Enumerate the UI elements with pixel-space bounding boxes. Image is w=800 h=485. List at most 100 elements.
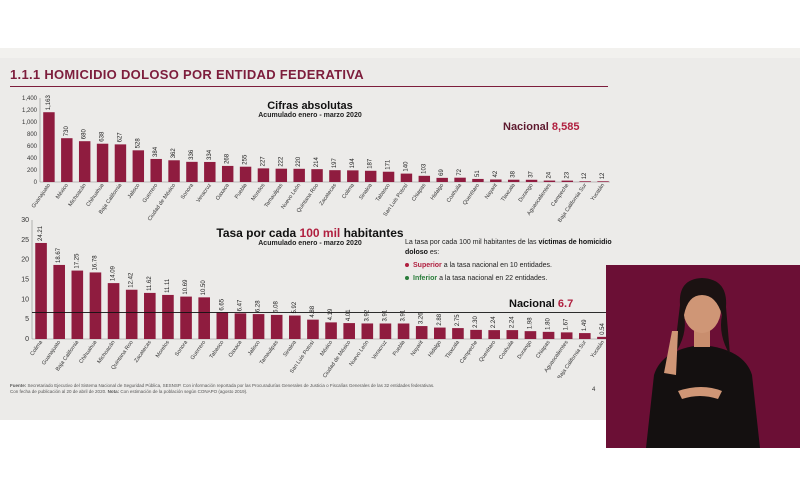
data-label: 638 xyxy=(100,131,106,142)
chart2-title-highlight: 100 mil xyxy=(299,226,341,240)
category-label: Tabasco xyxy=(375,183,392,203)
data-label: 72 xyxy=(457,168,463,175)
bullet-red-icon xyxy=(405,263,409,268)
bar xyxy=(53,264,65,339)
category-label: Morelos xyxy=(250,183,266,203)
bar xyxy=(125,289,138,339)
category-label: Hidalgo xyxy=(427,340,443,359)
category-label: Puebla xyxy=(234,182,249,200)
category-label: Guanajuato xyxy=(31,183,52,210)
category-label: Durango xyxy=(518,183,535,204)
bar xyxy=(415,326,428,339)
data-label: 38 xyxy=(511,170,517,177)
data-label: 3.91 xyxy=(382,309,388,321)
category-label: Colima xyxy=(341,182,356,200)
category-label: Durango xyxy=(517,340,534,361)
bar xyxy=(379,323,392,339)
y-tick-label: 0 xyxy=(25,336,29,343)
bar xyxy=(507,179,520,182)
bar xyxy=(221,165,234,182)
slide-title: 1.1.1 HOMICIDIO DOLOSO POR ENTIDAD FEDER… xyxy=(10,67,364,82)
category-label: Veracruz xyxy=(371,340,389,361)
y-tick-label: 5 xyxy=(25,316,29,323)
data-label: 4.01 xyxy=(346,309,352,321)
category-label: Michoacán xyxy=(97,340,117,365)
data-label: 222 xyxy=(278,156,284,167)
y-tick-label: 400 xyxy=(27,156,38,162)
y-tick-label: 0 xyxy=(34,180,38,186)
y-tick-label: 1,400 xyxy=(22,96,38,102)
bar xyxy=(329,170,341,182)
bar xyxy=(114,144,127,182)
bar xyxy=(239,166,252,182)
bar xyxy=(96,143,109,182)
bar xyxy=(275,168,288,182)
category-label: Jalisco xyxy=(127,183,142,200)
bar xyxy=(234,313,247,339)
category-label: Campeche xyxy=(459,340,479,365)
data-label: 2.88 xyxy=(437,313,443,325)
data-label: 2.24 xyxy=(491,316,497,328)
data-label: 3.91 xyxy=(401,309,407,321)
category-label: Colima xyxy=(29,339,44,357)
bar xyxy=(162,294,174,339)
bar xyxy=(307,319,319,339)
sign-language-interpreter-video xyxy=(606,265,800,448)
chart2-title: Tasa por cada 100 mil habitantes xyxy=(195,226,425,240)
bullet-green-icon xyxy=(405,276,409,281)
bar xyxy=(470,329,482,339)
category-label: Guerrero xyxy=(190,340,208,361)
bar xyxy=(78,141,91,182)
category-label: Coahuila xyxy=(498,339,516,361)
bar xyxy=(204,161,216,182)
data-label: 6.28 xyxy=(256,300,262,312)
data-label: 3.26 xyxy=(419,312,425,324)
data-label: 11.62 xyxy=(147,276,153,291)
bar xyxy=(43,112,55,182)
data-label: 12 xyxy=(600,172,606,179)
data-label: 214 xyxy=(314,156,320,167)
category-label: Sinaloa xyxy=(283,339,299,358)
chart2-subtitle: Acumulado enero - marzo 2020 xyxy=(258,240,362,247)
bar xyxy=(150,158,162,182)
bar xyxy=(561,180,574,182)
category-label: Jalisco xyxy=(247,340,262,357)
bar xyxy=(293,168,305,182)
bar xyxy=(434,327,446,339)
bar xyxy=(361,323,374,339)
category-label: Tamaulipas xyxy=(259,340,280,366)
data-label: 528 xyxy=(135,138,141,149)
data-label: 362 xyxy=(171,148,177,159)
bar xyxy=(364,170,377,182)
data-label: 4.19 xyxy=(328,308,334,320)
category-label: Tabasco xyxy=(209,340,226,360)
bar xyxy=(180,296,192,339)
national-label: Nacional xyxy=(503,121,549,133)
category-label: Sonora xyxy=(180,182,196,201)
chart2-national-rate: Nacional 6.7 xyxy=(509,298,573,310)
data-label: 10.50 xyxy=(201,280,207,296)
data-label: 18.67 xyxy=(56,247,62,263)
data-label: 140 xyxy=(403,161,409,172)
data-label: 197 xyxy=(332,158,338,169)
data-label: 23 xyxy=(564,171,570,178)
rate-explanation-note: La tasa por cada 100 mil habitantes de l… xyxy=(405,238,620,284)
y-tick-label: 800 xyxy=(27,132,38,138)
national-value: 6.7 xyxy=(557,298,574,310)
category-label: Puebla xyxy=(392,339,407,357)
data-label: 2.30 xyxy=(473,316,479,328)
bar xyxy=(488,330,500,339)
presentation-slide: 1.1.1 HOMICIDIO DOLOSO POR ENTIDAD FEDER… xyxy=(0,48,800,420)
data-label: 69 xyxy=(439,169,445,176)
data-label: 14.09 xyxy=(111,265,117,281)
category-label: Tlaxcala xyxy=(444,339,461,360)
bar xyxy=(35,242,47,339)
data-label: 220 xyxy=(296,156,302,167)
bar xyxy=(524,331,537,339)
category-label: Yucatán xyxy=(590,183,606,203)
data-label: 4.88 xyxy=(310,305,316,317)
national-label: Nacional xyxy=(509,298,555,310)
bar xyxy=(132,150,145,182)
data-label: 5.92 xyxy=(292,301,298,313)
note-inferior: Inferior a la tasa nacional en 22 entida… xyxy=(405,274,620,284)
